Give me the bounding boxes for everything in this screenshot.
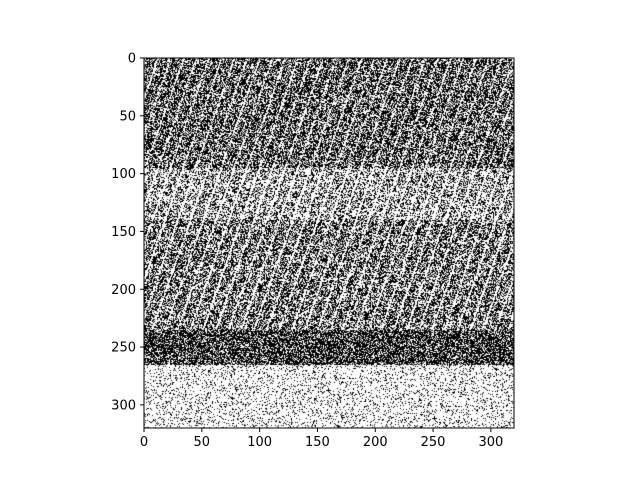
- x-tick-label: 50: [194, 435, 211, 450]
- binary-image: [144, 58, 514, 428]
- x-tick-label: 0: [140, 435, 148, 450]
- y-tick-label: 0: [128, 52, 136, 67]
- x-tick-label: 200: [363, 435, 388, 450]
- y-axis: 0 50 100 150 200 250 300: [111, 52, 144, 413]
- plot-area: [143, 57, 515, 429]
- y-tick-label: 300: [111, 398, 136, 413]
- x-axis: 0 50 100 150 200 250 300: [140, 428, 503, 450]
- y-tick-label: 150: [111, 225, 136, 240]
- x-tick-label: 100: [247, 435, 272, 450]
- y-tick-label: 250: [111, 341, 136, 356]
- image-raster-holder: [144, 58, 514, 428]
- y-tick-label: 50: [119, 109, 136, 124]
- x-tick-label: 150: [305, 435, 330, 450]
- x-tick-label: 300: [478, 435, 503, 450]
- y-tick-label: 200: [111, 283, 136, 298]
- y-tick-label: 100: [111, 167, 136, 182]
- axes-frame: [143, 57, 515, 429]
- x-tick-label: 250: [421, 435, 446, 450]
